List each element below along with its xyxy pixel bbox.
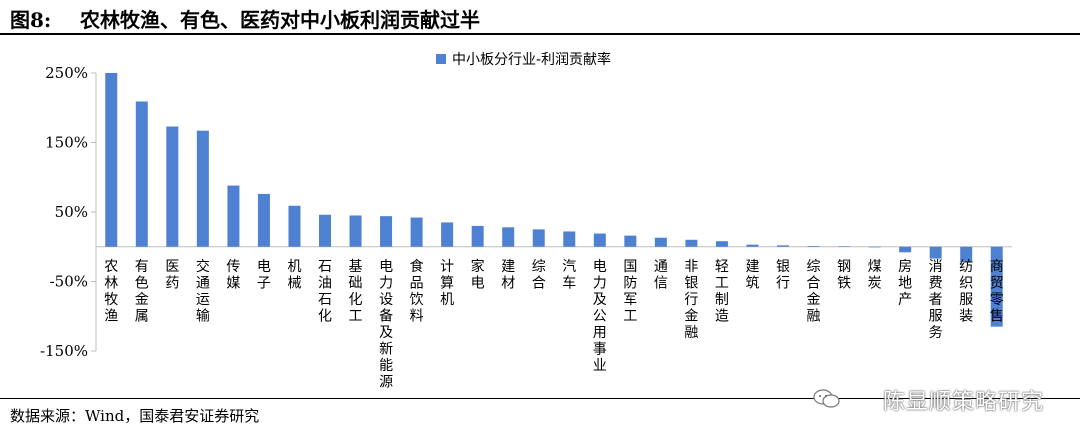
- category-label: 纺织服装: [959, 259, 973, 325]
- bar: [380, 216, 393, 247]
- top-rule: [0, 33, 1080, 35]
- category-label: 综合金融: [807, 259, 821, 325]
- bar: [410, 217, 423, 247]
- category-label: 综合: [532, 259, 546, 292]
- bar: [288, 205, 301, 247]
- bar: [685, 239, 698, 247]
- bar: [807, 246, 820, 247]
- category-label: 机械: [287, 259, 301, 292]
- bar: [624, 235, 637, 247]
- bar: [838, 246, 851, 248]
- category-label: 有色金属: [135, 259, 149, 325]
- bar: [868, 246, 881, 248]
- category-label: 非银行金融: [684, 259, 698, 341]
- category-label: 石油石化: [318, 259, 332, 325]
- bar: [166, 126, 179, 247]
- figure-header: 图8: 农林牧渔、有色、医药对中小板利润贡献过半: [0, 0, 1080, 36]
- bar: [654, 237, 667, 247]
- category-label: 商贸零售: [990, 259, 1004, 325]
- category-label: 电子: [257, 259, 271, 292]
- bar: [105, 73, 118, 247]
- category-label: 建筑: [745, 259, 759, 292]
- y-tick-label: 150%: [45, 134, 88, 152]
- category-label: 轻工制造: [715, 259, 729, 325]
- category-label: 电力设备及新能源: [379, 259, 393, 391]
- bottom-rule: [0, 398, 1080, 399]
- figure-number: 图8:: [10, 8, 52, 32]
- bar-chart: 中小板分行业-利润贡献率 250% 150% 50% -50% -150% 农林牧渔 有色…: [40, 51, 1012, 391]
- category-label: 汽车: [562, 259, 576, 292]
- watermark-text: 陈显顺策略研究: [882, 390, 1044, 415]
- bar: [746, 244, 759, 247]
- category-label: 食品饮料: [410, 258, 424, 325]
- y-tick-label: -150%: [40, 342, 88, 360]
- legend-label: 中小板分行业-利润贡献率: [452, 51, 611, 68]
- bar: [471, 225, 484, 247]
- bar: [777, 245, 789, 247]
- category-label: 通信: [654, 259, 668, 292]
- bar: [532, 229, 545, 247]
- bar: [257, 193, 270, 247]
- chart-legend: 中小板分行业-利润贡献率: [436, 51, 611, 68]
- legend-swatch: [436, 54, 446, 64]
- source-note: 数据来源：Wind，国泰君安证券研究: [10, 407, 260, 425]
- bar: [319, 214, 331, 247]
- bar: [990, 246, 1003, 327]
- bar: [960, 246, 973, 263]
- category-label: 医药: [165, 259, 179, 292]
- y-axis: 250% 150% 50% -50% -150%: [40, 64, 1012, 360]
- y-tick-label: -50%: [50, 273, 88, 291]
- category-label: 国防军工: [623, 259, 637, 325]
- bar: [899, 246, 912, 253]
- category-label: 煤炭: [868, 259, 882, 292]
- bar: [349, 215, 362, 247]
- category-label: 电力及公用事业: [593, 259, 607, 374]
- category-label: 消费者服务: [929, 259, 943, 341]
- category-label: 计算机: [440, 259, 454, 308]
- bar: [715, 241, 728, 247]
- category-label: 银行: [776, 259, 790, 292]
- bar: [227, 185, 240, 247]
- category-label: 建材: [501, 259, 515, 292]
- bar: [196, 130, 209, 247]
- category-label: 家电: [471, 258, 485, 292]
- y-tick-label: 50%: [55, 203, 88, 221]
- wechat-icon: [813, 389, 840, 408]
- bar: [593, 233, 606, 247]
- category-label: 交通运输: [196, 258, 210, 325]
- category-label: 房地产: [898, 259, 912, 308]
- bar: [502, 227, 515, 247]
- bars: [105, 73, 1003, 327]
- bar: [563, 231, 576, 247]
- category-label: 农林牧渔: [104, 259, 118, 325]
- category-label: 传媒: [226, 259, 240, 292]
- y-tick-label: 250%: [45, 64, 88, 82]
- bar: [441, 222, 454, 247]
- bar: [929, 246, 942, 259]
- figure-title: 农林牧渔、有色、医药对中小板利润贡献过半: [80, 8, 480, 32]
- category-label: 钢铁: [837, 259, 851, 292]
- bar: [135, 101, 148, 247]
- category-label: 基础化工: [349, 258, 363, 325]
